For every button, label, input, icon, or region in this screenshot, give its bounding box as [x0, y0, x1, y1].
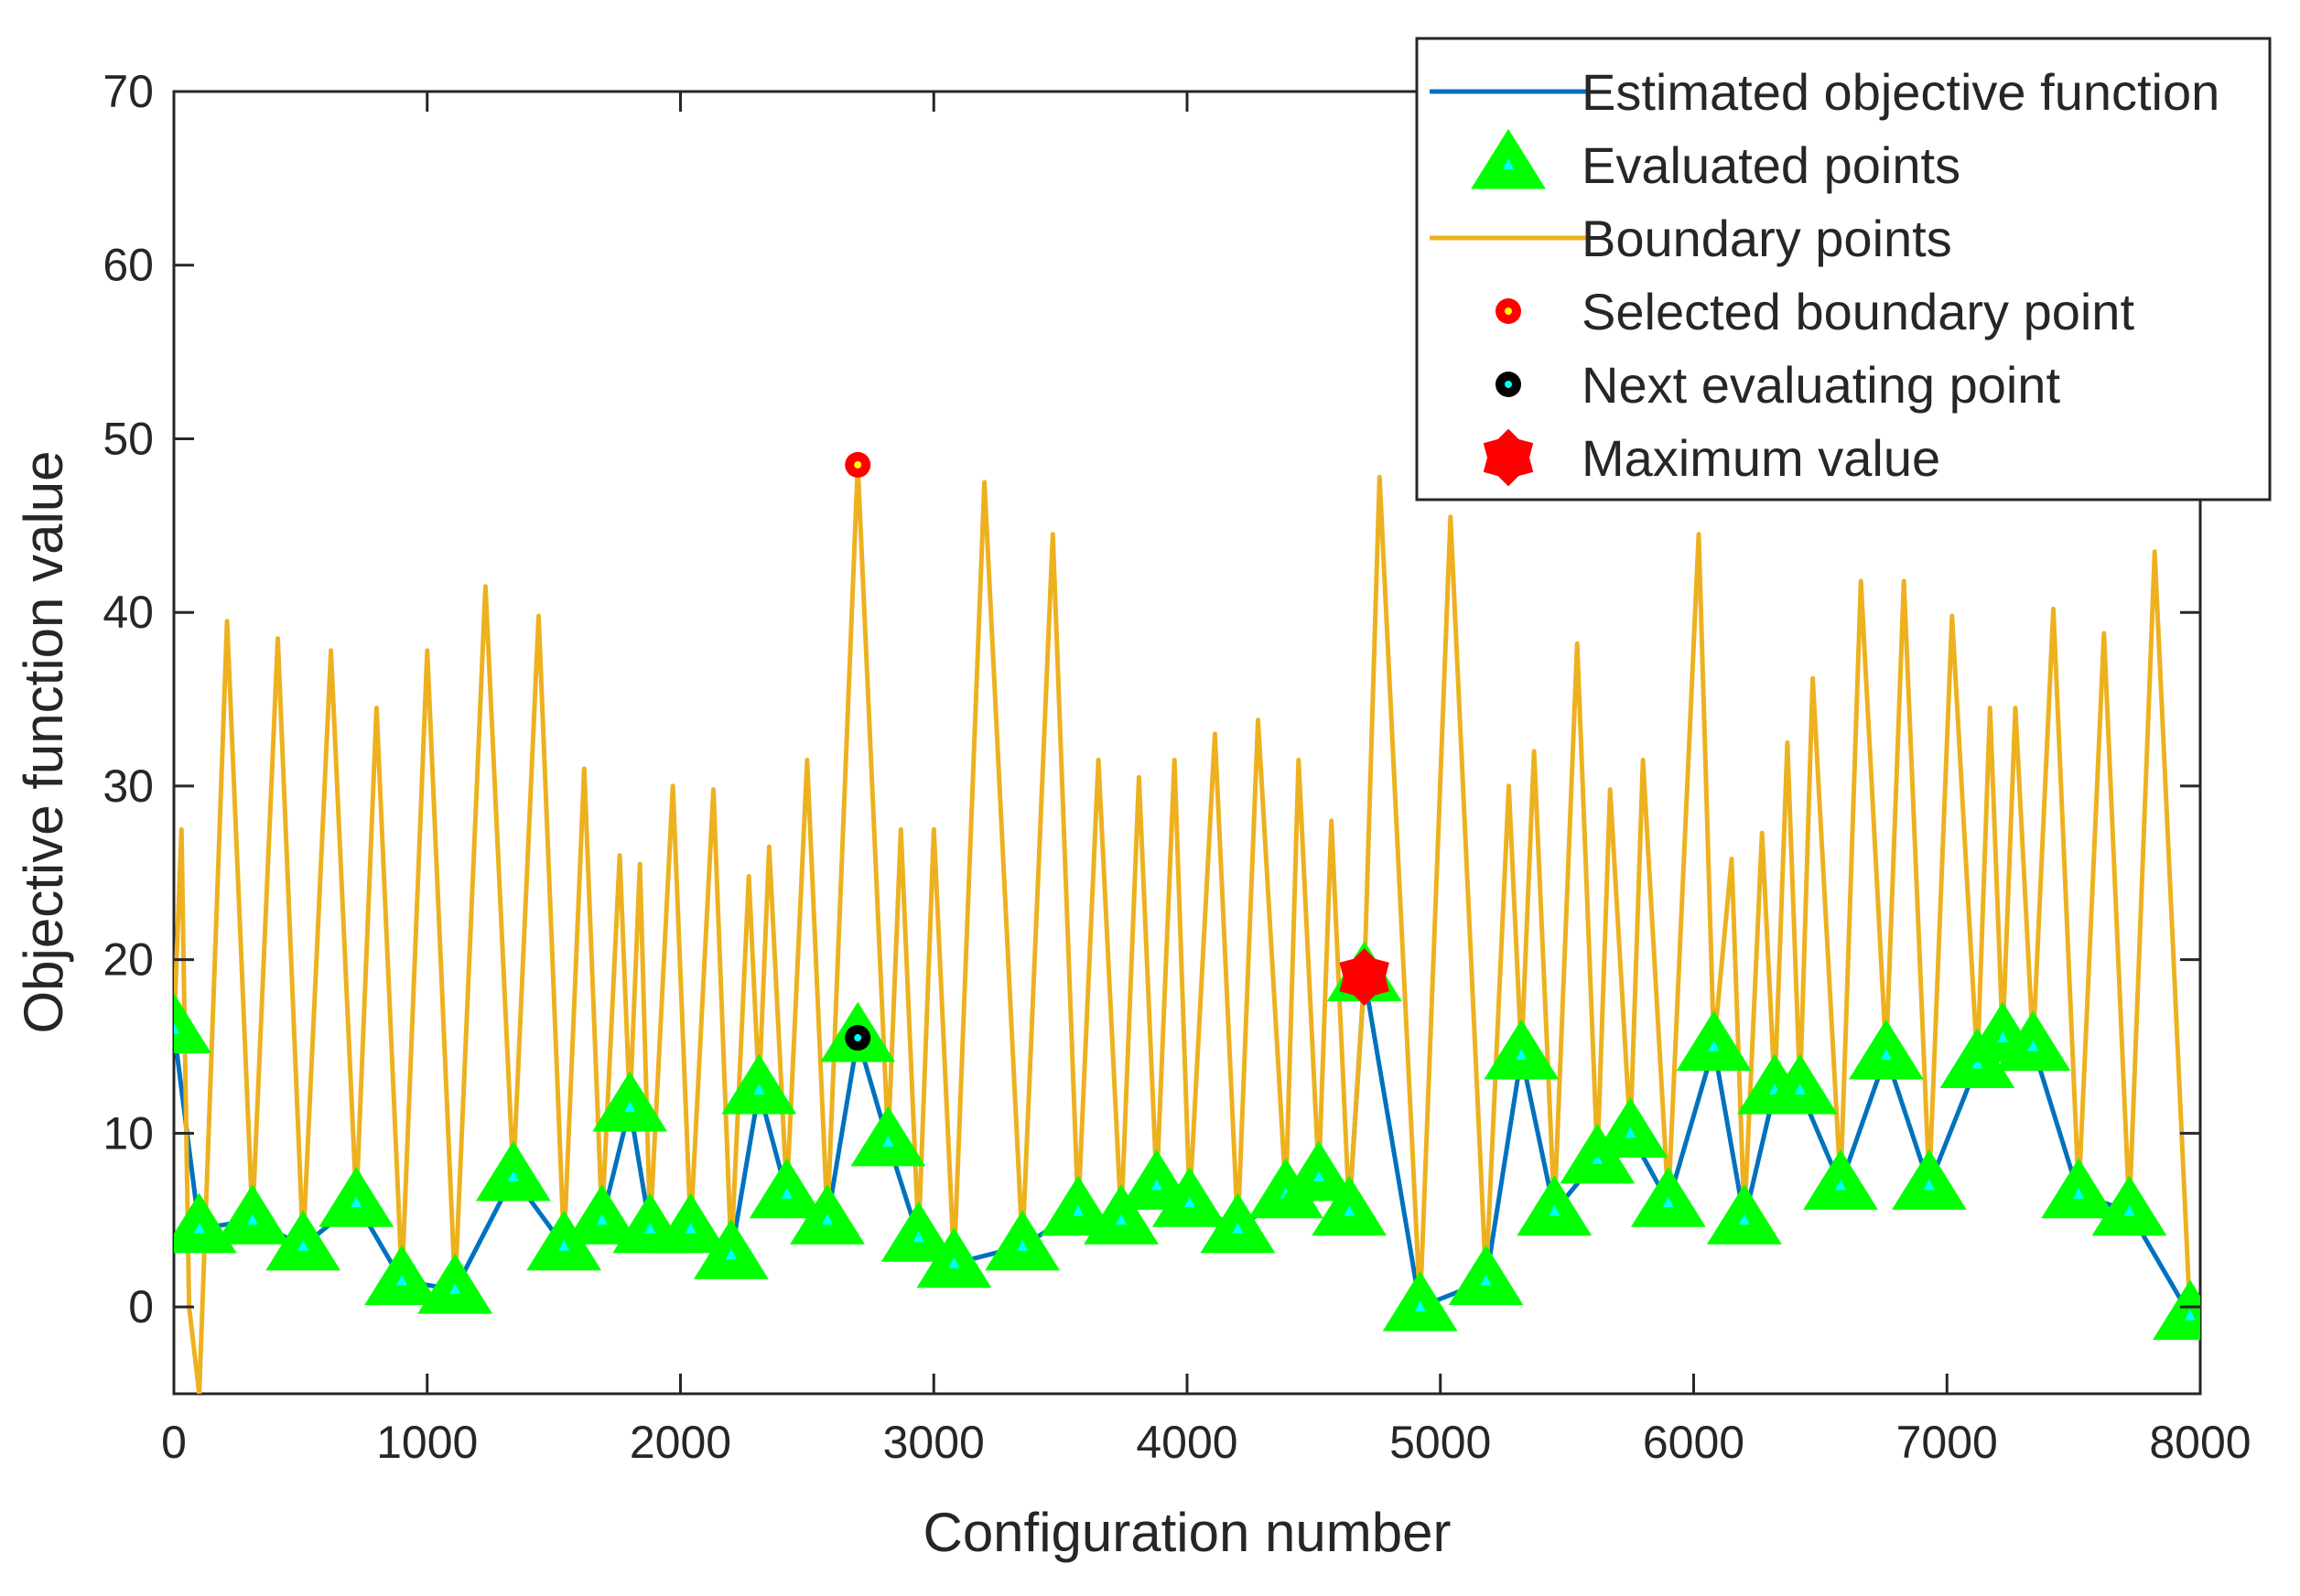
legend-entry: Selected boundary point [1496, 283, 2134, 340]
evaluated-point-center [644, 1222, 656, 1234]
evaluated-point-center [1232, 1222, 1244, 1234]
legend-entry: Estimated objective function [1430, 63, 2219, 121]
legend-entry: Boundary points [1430, 210, 1952, 267]
evaluated-point-center [1923, 1179, 1935, 1191]
legend-label: Evaluated points [1582, 136, 1960, 194]
x-tick-label: 8000 [2149, 1417, 2251, 1468]
evaluated-point-center [449, 1283, 461, 1295]
evaluated-point-center [912, 1231, 924, 1243]
evaluated-point-center [1150, 1179, 1162, 1191]
evaluated-point-center [1971, 1057, 1983, 1069]
maximum-value-point [1339, 948, 1389, 1007]
y-tick-label: 30 [103, 760, 154, 812]
y-tick-label: 40 [103, 587, 154, 638]
evaluated-point-center [781, 1187, 793, 1199]
y-tick-label: 60 [103, 240, 154, 291]
evaluated-point-center [297, 1239, 309, 1251]
evaluated-point-center [2184, 1309, 2196, 1321]
legend-label: Maximum value [1582, 429, 1940, 487]
evaluated-point-center [1480, 1274, 1492, 1286]
evaluated-point-center [558, 1239, 570, 1251]
evaluated-point-center [1072, 1204, 1084, 1216]
legend-marker-maximum [1483, 428, 1534, 487]
legend-marker-selected-center [1505, 307, 1512, 315]
evaluated-point-center [193, 1222, 205, 1234]
x-tick-label: 1000 [376, 1417, 478, 1468]
evaluated-point-center [1344, 1204, 1355, 1216]
y-tick-label: 10 [103, 1107, 154, 1159]
y-axis-label: Objective function value [13, 450, 74, 1033]
y-tick-label: 70 [103, 66, 154, 117]
series-maximum-value [1339, 948, 1389, 1007]
evaluated-point-center [1017, 1239, 1029, 1251]
legend-label: Boundary points [1582, 210, 1952, 267]
evaluated-point-center [507, 1170, 519, 1181]
legend: Estimated objective function Evaluated po… [1415, 37, 2272, 501]
y-tick-label: 20 [103, 934, 154, 986]
legend-marker-evaluated-center [1503, 158, 1514, 169]
evaluated-point-center [1414, 1300, 1426, 1312]
y-tick-label: 50 [103, 413, 154, 464]
x-tick-label: 0 [161, 1417, 187, 1468]
legend-marker-next-center [1505, 381, 1512, 388]
legend-entry: Evaluated points [1471, 128, 1960, 194]
evaluated-point-center [1997, 1031, 2009, 1043]
next-evaluating-point-center [854, 1034, 862, 1042]
evaluated-point-center [1116, 1213, 1128, 1225]
evaluated-point-center [1708, 1040, 1720, 1051]
evaluated-point-center [685, 1222, 696, 1234]
legend-label: Selected boundary point [1582, 283, 2134, 340]
legend-label: Next evaluating point [1582, 356, 2060, 414]
x-tick-label: 7000 [1896, 1417, 1998, 1468]
evaluated-point [2153, 1279, 2200, 1341]
evaluated-point-center [822, 1213, 834, 1225]
evaluated-point-center [1183, 1196, 1195, 1208]
x-tick-label: 5000 [1389, 1417, 1491, 1468]
x-tick-label: 2000 [630, 1417, 731, 1468]
evaluated-point-center [624, 1100, 636, 1112]
series-selected-boundary-point [845, 451, 871, 478]
legend-entry: Next evaluating point [1496, 356, 2060, 414]
evaluated-point-center [1794, 1083, 1806, 1095]
evaluated-point-center [948, 1256, 960, 1268]
evaluated-point-center [1592, 1152, 1604, 1164]
evaluated-point-center [725, 1248, 737, 1260]
x-axis-label: Configuration number [923, 1502, 1451, 1563]
evaluated-point-center [1625, 1127, 1636, 1138]
evaluated-point-center [2073, 1187, 2085, 1199]
y-tick-label: 0 [128, 1281, 154, 1332]
evaluated-point-center [1738, 1213, 1750, 1225]
evaluated-point-center [1549, 1204, 1560, 1216]
x-tick-label: 4000 [1136, 1417, 1237, 1468]
evaluated-point-center [1662, 1196, 1674, 1208]
selected-boundary-point-center [854, 460, 862, 469]
evaluated-point-center [246, 1213, 258, 1225]
evaluated-point-center [1312, 1170, 1324, 1181]
evaluated-point-center [1516, 1049, 1528, 1061]
series-next-evaluating-point [845, 1025, 871, 1051]
evaluated-point-center [1835, 1179, 1847, 1191]
evaluated-point-center [1880, 1049, 1892, 1061]
evaluated-point-center [351, 1196, 362, 1208]
evaluated-point-center [753, 1083, 765, 1095]
legend-entry: Maximum value [1483, 428, 1940, 487]
x-tick-label: 6000 [1643, 1417, 1744, 1468]
evaluated-point [174, 993, 211, 1054]
evaluated-point-center [2123, 1204, 2135, 1216]
evaluated-point-center [882, 1135, 894, 1147]
evaluated-point-center [174, 1022, 179, 1034]
series-layer [174, 451, 2200, 1394]
x-tick-label: 3000 [883, 1417, 985, 1468]
legend-box [1415, 37, 2272, 501]
evaluated-point-center [2027, 1040, 2039, 1051]
evaluated-point-center [396, 1274, 408, 1286]
legend-label: Estimated objective function [1582, 63, 2219, 121]
evaluated-point-center [596, 1213, 608, 1225]
